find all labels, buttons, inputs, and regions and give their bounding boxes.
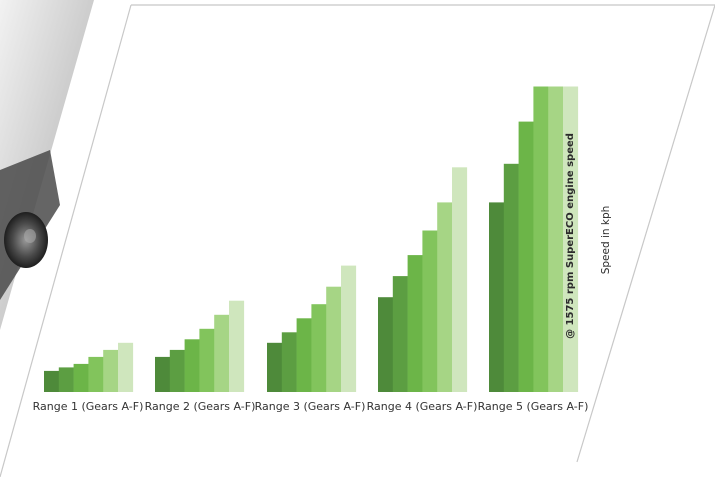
engine-speed-annotation: @ 1575 rpm SuperECO engine speed [565,133,576,339]
bar [184,339,200,392]
bar [548,86,564,392]
bar [311,304,327,392]
bar [326,286,342,392]
bar [503,163,519,392]
bar [407,255,423,392]
bar [229,300,245,392]
bar [44,370,60,392]
category-label: Range 4 (Gears A-F) [367,400,478,413]
bar [518,121,534,392]
bar [155,356,171,392]
bar [281,332,297,392]
bar [73,363,89,392]
bar [88,356,104,392]
bar [489,202,505,392]
bar [341,265,357,392]
background-photo [0,0,94,330]
bar-series-group [44,86,579,392]
bar [214,314,230,392]
category-label: Range 2 (Gears A-F) [145,400,256,413]
bar [103,349,119,392]
bar [58,367,74,392]
category-label: Range 3 (Gears A-F) [255,400,366,413]
bar [118,342,134,392]
bar [533,86,549,392]
category-labels: Range 1 (Gears A-F) Range 2 (Gears A-F) … [33,400,589,413]
category-label: Range 1 (Gears A-F) [33,400,144,413]
bar [199,328,215,392]
category-label: Range 5 (Gears A-F) [478,400,589,413]
bar [422,230,438,392]
y-axis-label: Speed in kph [600,206,612,275]
bar [378,297,394,392]
bar [392,276,408,392]
bar [296,318,312,392]
bar [169,349,185,392]
bar [563,86,579,392]
bar [452,167,468,392]
chart-frame [0,4,715,477]
bar [437,202,453,392]
bar [267,342,283,392]
